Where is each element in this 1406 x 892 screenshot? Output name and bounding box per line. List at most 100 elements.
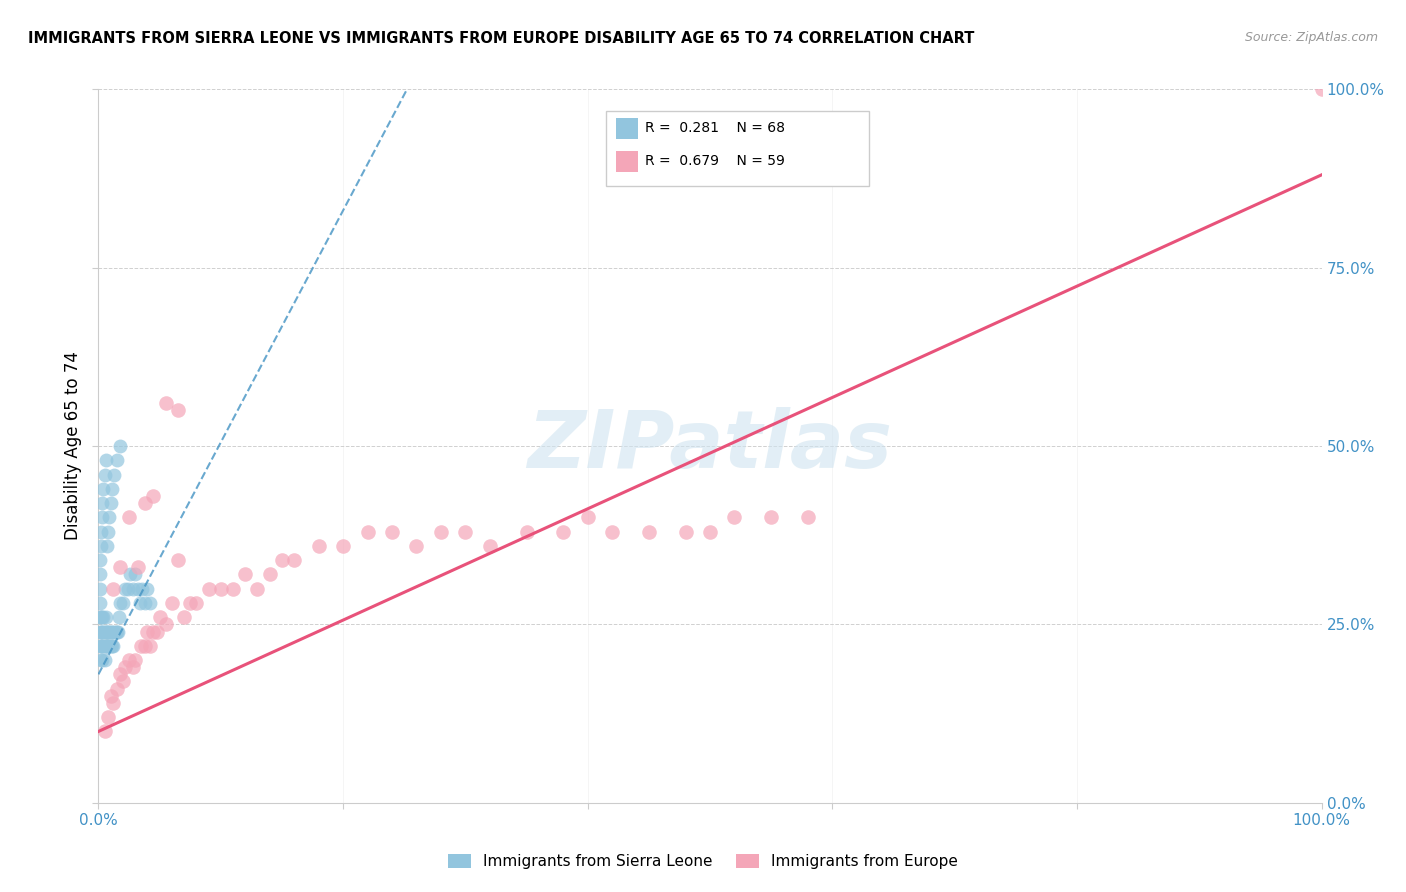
- Point: [515, 524, 537, 539]
- Point: [97, 710, 120, 724]
- Point: [89, 553, 111, 567]
- Point: [576, 510, 599, 524]
- Point: [478, 539, 501, 553]
- Point: [127, 582, 149, 596]
- Point: [89, 610, 111, 624]
- Point: [134, 639, 156, 653]
- Point: [89, 596, 111, 610]
- Point: [98, 639, 121, 653]
- Point: [110, 596, 132, 610]
- Point: [131, 582, 153, 596]
- Point: [121, 582, 143, 596]
- Point: [1310, 82, 1333, 96]
- Point: [89, 624, 111, 639]
- Point: [124, 567, 146, 582]
- FancyBboxPatch shape: [616, 118, 638, 139]
- Point: [98, 510, 121, 524]
- Point: [405, 539, 427, 553]
- Point: [120, 567, 142, 582]
- Point: [90, 539, 112, 553]
- Point: [98, 624, 121, 639]
- Point: [105, 453, 128, 467]
- Point: [134, 496, 156, 510]
- Point: [101, 482, 124, 496]
- Point: [121, 660, 143, 674]
- Point: [89, 567, 111, 582]
- Point: [94, 639, 117, 653]
- Point: [146, 624, 169, 639]
- Point: [96, 624, 118, 639]
- Point: [129, 639, 152, 653]
- Text: R =  0.679    N = 59: R = 0.679 N = 59: [645, 154, 785, 169]
- Point: [129, 596, 152, 610]
- Point: [454, 524, 477, 539]
- Point: [381, 524, 404, 539]
- Point: [90, 653, 112, 667]
- Point: [117, 582, 139, 596]
- Point: [103, 624, 125, 639]
- Point: [89, 639, 111, 653]
- Point: [94, 624, 117, 639]
- Point: [155, 396, 177, 410]
- Point: [91, 639, 114, 653]
- Point: [209, 582, 232, 596]
- Point: [91, 639, 114, 653]
- Point: [186, 596, 208, 610]
- Point: [107, 624, 129, 639]
- Text: IMMIGRANTS FROM SIERRA LEONE VS IMMIGRANTS FROM EUROPE DISABILITY AGE 65 TO 74 C: IMMIGRANTS FROM SIERRA LEONE VS IMMIGRAN…: [28, 31, 974, 46]
- Point: [101, 582, 124, 596]
- Point: [197, 582, 219, 596]
- Point: [111, 674, 134, 689]
- Point: [430, 524, 453, 539]
- Point: [114, 582, 136, 596]
- Point: [167, 403, 190, 417]
- Point: [136, 624, 159, 639]
- Point: [356, 524, 378, 539]
- Point: [105, 624, 128, 639]
- Point: [90, 610, 112, 624]
- Point: [91, 624, 114, 639]
- Point: [246, 582, 269, 596]
- Point: [97, 524, 120, 539]
- Point: [100, 689, 122, 703]
- Point: [797, 510, 820, 524]
- Text: ZIPatlas: ZIPatlas: [527, 407, 893, 485]
- Point: [97, 639, 120, 653]
- Point: [699, 524, 721, 539]
- Point: [139, 596, 162, 610]
- Point: [553, 524, 575, 539]
- Point: [93, 724, 115, 739]
- Point: [149, 610, 172, 624]
- Point: [108, 610, 131, 624]
- Point: [101, 624, 124, 639]
- Legend: Immigrants from Sierra Leone, Immigrants from Europe: Immigrants from Sierra Leone, Immigrants…: [441, 848, 965, 875]
- Point: [93, 624, 115, 639]
- Point: [100, 624, 122, 639]
- Point: [110, 667, 132, 681]
- Point: [142, 624, 165, 639]
- Point: [114, 660, 136, 674]
- Point: [139, 639, 162, 653]
- Point: [222, 582, 245, 596]
- Point: [136, 582, 159, 596]
- Point: [167, 553, 190, 567]
- FancyBboxPatch shape: [606, 111, 869, 186]
- Point: [124, 653, 146, 667]
- Point: [173, 610, 195, 624]
- Point: [270, 553, 294, 567]
- Point: [91, 653, 114, 667]
- Point: [91, 624, 114, 639]
- Point: [259, 567, 281, 582]
- Point: [118, 653, 141, 667]
- Point: [91, 610, 114, 624]
- Point: [90, 524, 112, 539]
- Point: [94, 453, 117, 467]
- Point: [105, 681, 128, 696]
- Point: [118, 510, 141, 524]
- Point: [761, 510, 783, 524]
- Point: [100, 496, 122, 510]
- Point: [96, 639, 118, 653]
- Point: [638, 524, 661, 539]
- Point: [91, 610, 114, 624]
- Point: [97, 624, 120, 639]
